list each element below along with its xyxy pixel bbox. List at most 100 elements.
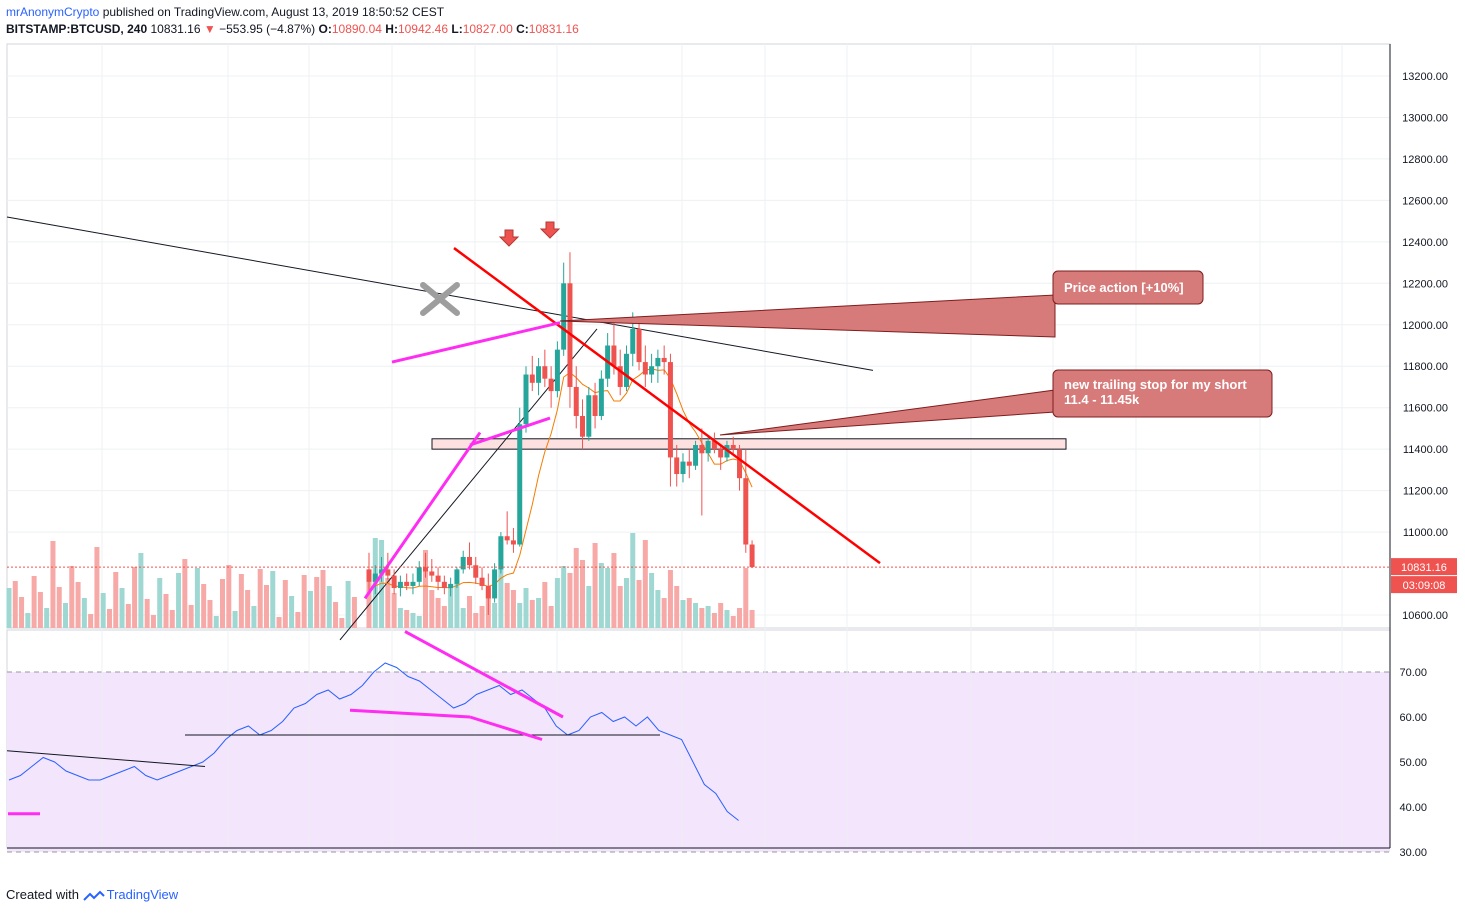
volume-bar: [435, 598, 441, 628]
candle-body: [642, 362, 648, 375]
candle: [749, 540, 755, 568]
candle: [366, 552, 372, 595]
rsi-trendline: [6, 750, 206, 767]
volume-bar: [523, 588, 529, 628]
countdown-tag: [1391, 576, 1457, 594]
high-label: H:: [385, 22, 398, 36]
candle-body: [592, 395, 598, 416]
candle-body: [429, 571, 435, 576]
volume-bar: [580, 560, 586, 628]
volume-bar: [351, 597, 357, 628]
candle-body: [561, 283, 567, 350]
candle-body: [492, 569, 498, 599]
candle: [667, 353, 673, 487]
y-tick-label: 11800.00: [1403, 361, 1448, 373]
candle: [580, 399, 586, 450]
volume-bar: [617, 586, 623, 628]
x-tick-label: 5: [389, 859, 395, 860]
volume-bar: [473, 613, 479, 628]
volume-bar: [339, 618, 345, 628]
callout-text: Price action [+10%]: [1064, 280, 1184, 295]
volume-bar: [182, 559, 188, 628]
candle-body: [611, 345, 617, 367]
candle: [379, 556, 385, 582]
rsi-magenta-line: [469, 715, 543, 741]
volume-bar: [226, 565, 232, 628]
y-tick-label: 12800.00: [1402, 154, 1448, 166]
descending-trendline: [6, 216, 874, 371]
candle-body: [636, 328, 642, 363]
candle-body: [743, 478, 749, 545]
candle-body: [441, 581, 447, 589]
low-label: L:: [451, 22, 463, 36]
rsi-tick-label: 70.00: [1399, 667, 1427, 679]
price-chart[interactable]: 29 Aug 3 5 7 9 12 14 16 19 21 23 26 28 13200.00 13000.0…: [0, 40, 1465, 860]
candle: [743, 449, 749, 553]
candle-body: [699, 445, 705, 454]
candle: [586, 386, 592, 441]
candle-body: [479, 577, 485, 586]
candle: [699, 428, 705, 516]
candle-body: [737, 449, 743, 479]
x-tick-label: 28: [1336, 859, 1348, 860]
candle-body: [649, 366, 655, 375]
close-value: 10831.16: [528, 22, 579, 36]
x-tick-label: 3: [306, 859, 312, 860]
candle-body: [554, 349, 560, 392]
volume-bar: [598, 563, 604, 628]
volume-bar: [119, 588, 125, 628]
candle: [680, 453, 686, 483]
down-arrow-icon: [539, 221, 561, 239]
candle-body: [385, 569, 391, 576]
candle-body: [730, 445, 736, 450]
volume-bar: [144, 599, 150, 628]
candle: [705, 436, 711, 462]
volume-bar: [295, 612, 301, 628]
candle-body: [473, 565, 479, 578]
candle-body: [536, 366, 542, 383]
volume-bar: [711, 613, 717, 628]
volume-bar: [517, 603, 523, 628]
callout-box: [1052, 270, 1204, 305]
candle: [642, 345, 648, 387]
volume-bar: [44, 608, 50, 628]
y-tick-label: 13200.00: [1402, 71, 1448, 83]
candle: [737, 445, 743, 491]
tradingview-logo-icon: [82, 890, 105, 901]
candle-body: [366, 569, 372, 582]
candle-body: [542, 366, 548, 379]
candle-body: [404, 581, 410, 586]
candle: [649, 353, 655, 383]
tradingview-link[interactable]: TradingView: [106, 887, 179, 902]
chart-header: mrAnonymCrypto published on TradingView.…: [6, 4, 579, 38]
last-price-label: 10831.16: [1401, 562, 1447, 574]
candle: [693, 440, 699, 470]
x-tick-label: 29: [96, 859, 108, 860]
x-tick-label: 21: [1047, 859, 1059, 860]
volume-bar: [245, 590, 251, 628]
candle-body: [686, 461, 692, 466]
y-tick-label: 11000.00: [1403, 527, 1448, 539]
candle: [410, 573, 416, 595]
candle-body: [435, 575, 441, 582]
rsi-magenta-line: [404, 630, 564, 719]
candle-body: [598, 378, 604, 416]
volume-bar: [611, 553, 617, 628]
y-tick-label: 12000.00: [1402, 320, 1448, 332]
volume-bar: [680, 600, 686, 628]
author-link[interactable]: mrAnonymCrypto: [6, 5, 100, 19]
volume-bar: [561, 566, 567, 628]
price-change: −553.95 (−4.87%): [219, 22, 316, 36]
candle-body: [617, 366, 623, 387]
volume-bar: [6, 588, 12, 628]
callout-pointer: [559, 294, 1056, 338]
volume-bar: [466, 596, 472, 628]
volume-bar: [307, 591, 313, 628]
volume-bar: [743, 568, 749, 628]
candle-body: [667, 362, 673, 458]
candle: [554, 341, 560, 398]
candle-body: [379, 569, 385, 574]
volume-bar: [270, 571, 276, 628]
volume-bar: [125, 604, 131, 628]
volume-bar: [416, 616, 422, 628]
